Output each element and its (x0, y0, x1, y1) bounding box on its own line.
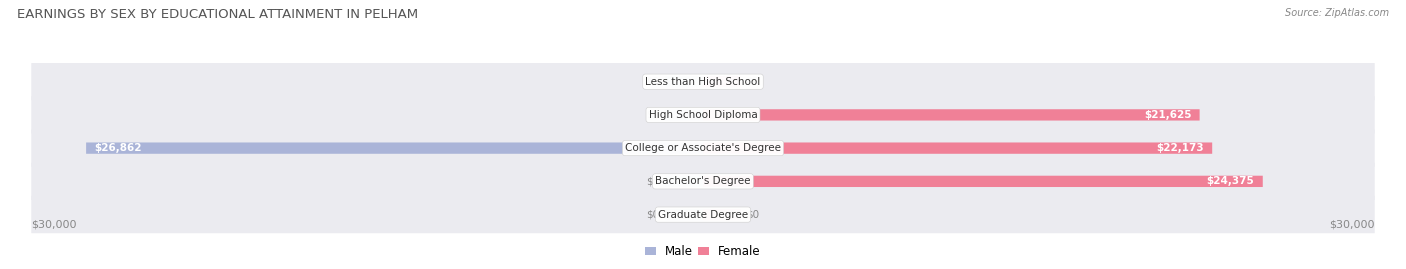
FancyBboxPatch shape (665, 209, 703, 220)
Text: $26,862: $26,862 (94, 143, 142, 153)
FancyBboxPatch shape (31, 63, 1375, 100)
Text: High School Diploma: High School Diploma (648, 110, 758, 120)
FancyBboxPatch shape (31, 163, 1375, 200)
Text: $30,000: $30,000 (31, 219, 77, 229)
Text: $0: $0 (647, 77, 659, 87)
FancyBboxPatch shape (86, 143, 703, 154)
Text: $0: $0 (747, 77, 759, 87)
Text: $22,173: $22,173 (1156, 143, 1204, 153)
Text: Less than High School: Less than High School (645, 77, 761, 87)
Text: $0: $0 (747, 210, 759, 220)
Text: EARNINGS BY SEX BY EDUCATIONAL ATTAINMENT IN PELHAM: EARNINGS BY SEX BY EDUCATIONAL ATTAINMEN… (17, 8, 418, 21)
FancyBboxPatch shape (31, 96, 1375, 133)
Text: College or Associate's Degree: College or Associate's Degree (626, 143, 780, 153)
FancyBboxPatch shape (665, 76, 703, 87)
FancyBboxPatch shape (703, 109, 1199, 121)
FancyBboxPatch shape (703, 143, 1212, 154)
FancyBboxPatch shape (31, 129, 1375, 167)
FancyBboxPatch shape (703, 176, 1263, 187)
Text: $24,375: $24,375 (1206, 176, 1254, 186)
Text: Source: ZipAtlas.com: Source: ZipAtlas.com (1285, 8, 1389, 18)
Text: $0: $0 (647, 210, 659, 220)
FancyBboxPatch shape (665, 176, 703, 187)
FancyBboxPatch shape (665, 109, 703, 121)
FancyBboxPatch shape (703, 76, 741, 87)
Text: $0: $0 (647, 110, 659, 120)
Text: $21,625: $21,625 (1144, 110, 1191, 120)
Text: $0: $0 (647, 176, 659, 186)
Text: Bachelor's Degree: Bachelor's Degree (655, 176, 751, 186)
Text: Graduate Degree: Graduate Degree (658, 210, 748, 220)
FancyBboxPatch shape (31, 196, 1375, 233)
Legend: Male, Female: Male, Female (641, 240, 765, 263)
FancyBboxPatch shape (703, 209, 741, 220)
Text: $30,000: $30,000 (1329, 219, 1375, 229)
